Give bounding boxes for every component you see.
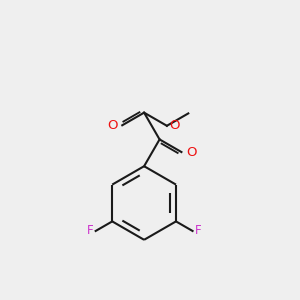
- Text: O: O: [186, 146, 196, 159]
- Text: O: O: [169, 119, 180, 132]
- Text: F: F: [87, 224, 93, 238]
- Text: O: O: [107, 119, 118, 132]
- Text: F: F: [195, 224, 202, 238]
